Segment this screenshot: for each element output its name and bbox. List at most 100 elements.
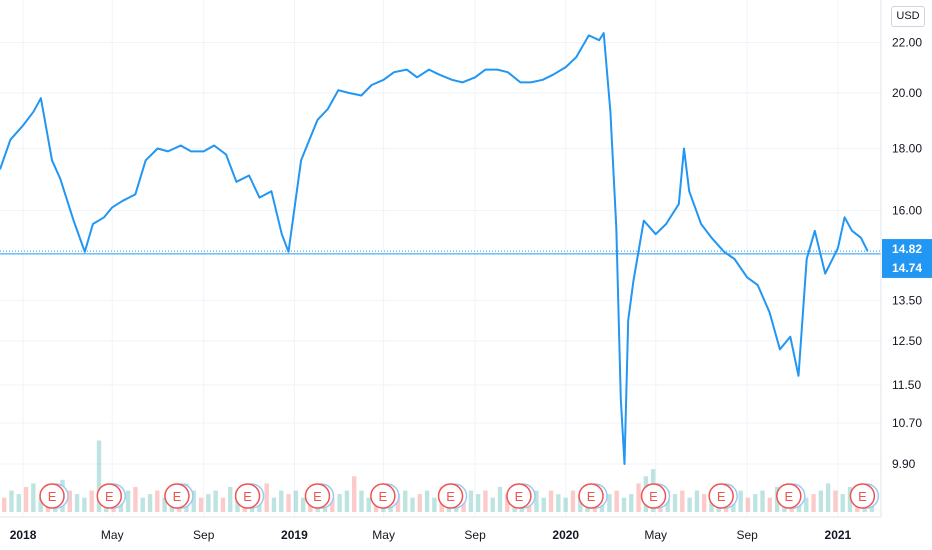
volume-bar xyxy=(636,483,641,512)
volume-bar xyxy=(753,494,758,512)
volume-bar xyxy=(403,490,408,512)
time-tick-label: May xyxy=(101,528,124,542)
price-badge xyxy=(882,257,932,278)
volume-bar xyxy=(709,497,714,512)
volume-bar xyxy=(140,497,145,512)
volume-bar xyxy=(475,494,481,512)
price-badge-label: 14.82 xyxy=(892,242,922,256)
earnings-marker-circle xyxy=(234,483,261,509)
earnings-marker-label: E xyxy=(243,489,252,504)
volume-bar xyxy=(607,494,612,512)
volume-bar xyxy=(694,490,700,512)
earnings-marker[interactable]: E xyxy=(437,483,468,509)
earnings-marker-label: E xyxy=(587,489,596,504)
time-axis[interactable]: 2018 May Sep 2019 May Sep 2020 May Sep 2021 xyxy=(10,528,852,542)
earnings-marker-label: E xyxy=(649,489,658,504)
volume-bar xyxy=(548,490,554,512)
volume-bar xyxy=(825,483,831,512)
volume-bar xyxy=(228,486,233,512)
volume-bar xyxy=(614,490,619,512)
earnings-marker[interactable]: E xyxy=(96,483,127,509)
volume-bar xyxy=(206,494,211,512)
volume-bar xyxy=(410,497,415,512)
earnings-marker[interactable]: E xyxy=(506,483,536,509)
earnings-marker[interactable]: E xyxy=(39,483,69,509)
volume-bar xyxy=(16,494,21,512)
price-badges: 14.82 14.74 xyxy=(882,239,932,278)
earnings-marker-label: E xyxy=(313,489,322,504)
earnings-marker-circle xyxy=(640,483,667,509)
earnings-marker[interactable]: E xyxy=(370,483,400,509)
earnings-marker-label: E xyxy=(446,489,455,504)
earnings-marker[interactable]: E xyxy=(304,483,335,509)
earnings-marker-label: E xyxy=(858,489,867,504)
volume-bar xyxy=(352,476,357,512)
volume-bar xyxy=(840,494,845,512)
time-tick-label: 2018 xyxy=(10,528,37,542)
earnings-marker[interactable]: E xyxy=(776,483,806,509)
volume-bar xyxy=(220,497,226,512)
price-axis[interactable]: 22.00 20.00 18.00 16.00 13.50 12.50 11.50 10.70… xyxy=(892,36,922,471)
volume-bar xyxy=(271,497,277,512)
volume-bar xyxy=(133,486,138,512)
earnings-marker-circle xyxy=(708,483,734,509)
volume-bar xyxy=(621,497,627,512)
volume-bar xyxy=(279,490,284,512)
earnings-marker-label: E xyxy=(379,489,388,504)
volume-bar xyxy=(468,490,474,512)
volume-bar xyxy=(366,497,371,512)
earnings-marker[interactable]: E xyxy=(708,483,738,509)
volume-bar xyxy=(672,494,678,512)
volume-bar xyxy=(67,490,72,512)
earnings-marker-circle xyxy=(304,483,331,509)
earnings-marker[interactable]: E xyxy=(578,483,608,509)
volume-bar xyxy=(125,490,131,512)
volume-bar xyxy=(89,490,94,512)
volume-bar xyxy=(395,494,401,512)
earnings-marker[interactable]: E xyxy=(234,483,265,509)
earnings-marker[interactable]: E xyxy=(640,483,671,509)
volume-bar xyxy=(359,490,364,512)
price-badge-label: 14.74 xyxy=(892,261,922,275)
price-tick-label: 9.90 xyxy=(892,457,916,471)
volume-bar xyxy=(31,483,36,512)
earnings-marker-label: E xyxy=(515,489,524,504)
price-tick-label: 13.50 xyxy=(892,293,922,307)
price-tick-label: 18.00 xyxy=(892,141,922,155)
volume-bar xyxy=(9,490,14,512)
time-tick-label: 2019 xyxy=(281,528,308,542)
earnings-marker-circle xyxy=(39,483,65,509)
volume-bar xyxy=(811,494,816,512)
price-line[interactable] xyxy=(0,32,869,465)
price-tick-label: 16.00 xyxy=(892,204,922,218)
volume-bar xyxy=(38,497,43,512)
volume-bar xyxy=(330,497,335,512)
volume-bar xyxy=(300,497,306,512)
volume-bar xyxy=(563,497,568,512)
volume-bar xyxy=(337,494,342,512)
earnings-marker[interactable]: E xyxy=(849,483,880,509)
volume-bar xyxy=(847,486,853,512)
volume-bar xyxy=(155,490,160,512)
time-tick-label: Sep xyxy=(736,528,758,542)
volume-bar xyxy=(578,494,583,512)
volume-bars xyxy=(2,440,875,512)
volume-bar xyxy=(702,494,707,512)
earnings-marker-circle xyxy=(849,483,876,509)
price-tick-label: 12.50 xyxy=(892,334,922,348)
volume-bar xyxy=(213,490,218,512)
time-tick-label: Sep xyxy=(193,528,215,542)
grid-lines xyxy=(0,0,881,517)
volume-bar xyxy=(760,490,765,512)
volume-bar xyxy=(570,490,576,512)
volume-bar xyxy=(424,490,430,512)
volume-bar xyxy=(417,494,422,512)
volume-bar xyxy=(818,490,824,512)
currency-button[interactable]: USD xyxy=(891,6,925,27)
volume-bar xyxy=(505,494,510,512)
volume-bar xyxy=(162,497,167,512)
price-tick-label: 10.70 xyxy=(892,416,922,430)
earnings-marker[interactable]: E xyxy=(164,483,194,509)
